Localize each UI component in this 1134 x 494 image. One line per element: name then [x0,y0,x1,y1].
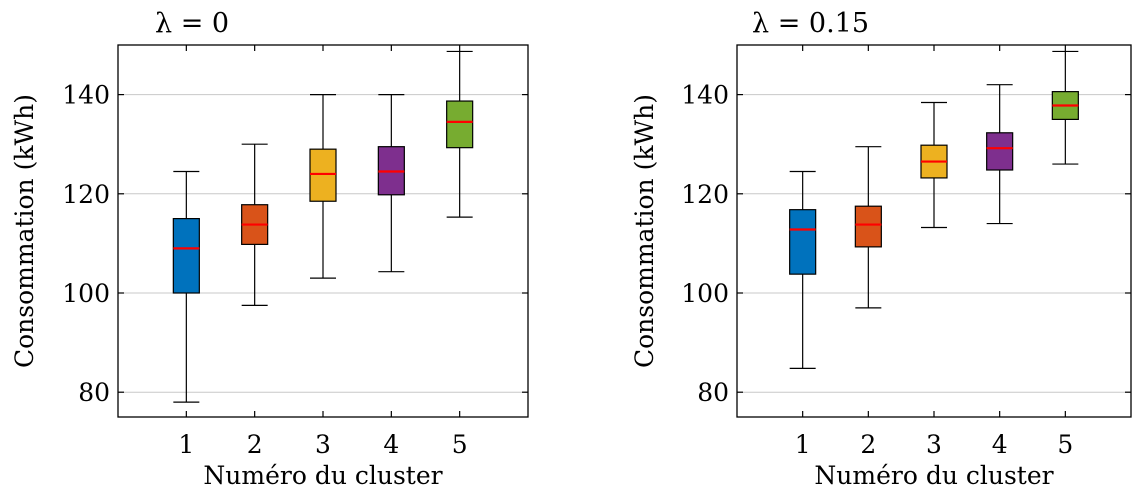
y-tick-label: 140 [62,81,110,110]
x-axis-label: Numéro du cluster [814,461,1053,490]
x-tick-label: 4 [383,430,399,459]
y-tick-label: 140 [681,81,729,110]
box-cluster-1 [172,170,200,403]
x-tick-label: 4 [992,430,1008,459]
box-iqr [446,100,474,149]
x-tick-label: 1 [795,430,811,459]
x-tick-label: 5 [1057,430,1073,459]
chart-title: λ = 0 [155,8,229,39]
box-cluster-2 [241,143,269,306]
boxplot-panel-lambda-0: 80 100 120 140 1 2 3 4 5 λ = 0 Numéro du cluster Co… [10,8,529,490]
y-tick-label: 100 [62,279,110,308]
box-cluster-1 [789,170,817,369]
box-cluster-3 [309,93,337,279]
x-axis-label: Numéro du cluster [203,461,442,490]
y-axis-label: Consommation (kWh) [630,94,659,368]
x-tick-label: 3 [315,430,331,459]
y-tick-label: 120 [681,180,729,209]
y-tick-label: 80 [697,378,729,407]
box-cluster-4 [377,93,405,273]
y-tick-label: 100 [681,279,729,308]
chart-title: λ = 0.15 [752,8,869,39]
box-cluster-3 [920,101,948,229]
y-tick-label: 80 [78,378,110,407]
x-tick-label: 1 [178,430,194,459]
y-axis-label: Consommation (kWh) [10,94,39,368]
box-iqr [789,209,817,275]
box-iqr [172,218,200,294]
x-tick-label: 2 [247,430,263,459]
box-cluster-2 [854,146,882,309]
box-iqr [854,205,882,248]
x-tick-label: 3 [926,430,942,459]
box-iqr [309,148,337,202]
box-iqr [986,132,1014,171]
box-cluster-5 [1051,50,1079,165]
x-tick-label: 2 [860,430,876,459]
box-cluster-4 [986,84,1014,225]
boxplot-panel-lambda-015: 80 100 120 140 1 2 3 4 5 λ = 0.15 Numéro du cluste… [630,8,1132,490]
y-tick-label: 120 [62,180,110,209]
box-cluster-5 [446,50,474,218]
x-tick-label: 5 [452,430,468,459]
